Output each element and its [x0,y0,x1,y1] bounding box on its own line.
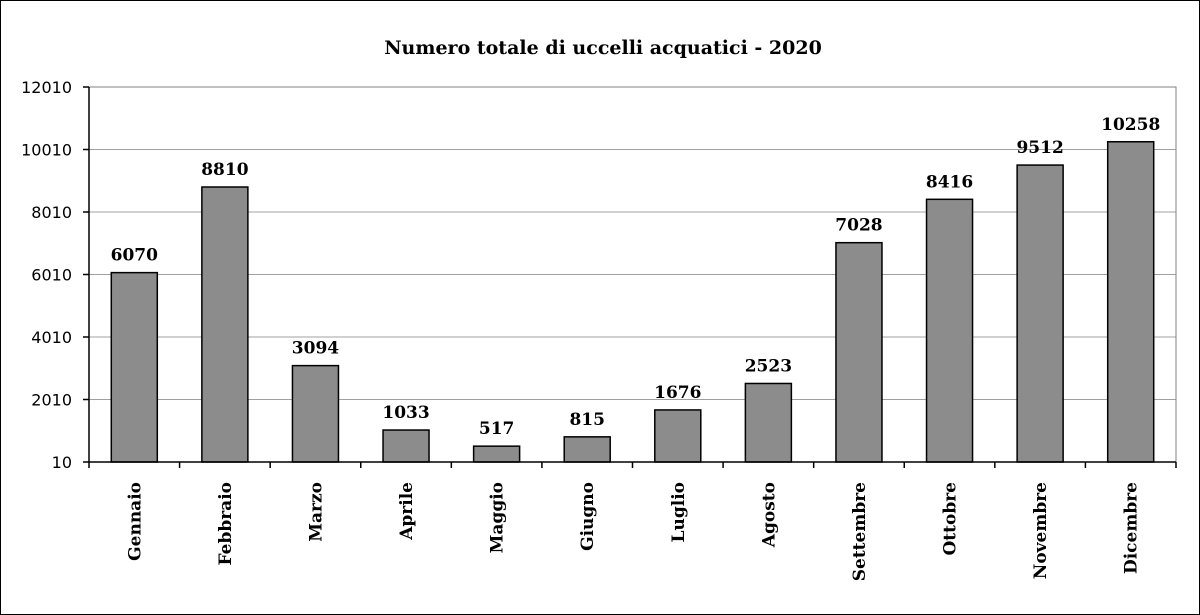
data-label: 10258 [1101,115,1160,135]
x-tick-label-agosto: Agosto [759,482,779,548]
y-tick-label: 8010 [31,203,72,222]
x-tick-label-ottobre: Ottobre [941,482,961,556]
bar-gennaio [110,271,159,463]
y-axis-labels: 10 2010 4010 6010 8010 10010 12010 [21,78,72,472]
x-tick-label-novembre: Novembre [1031,482,1051,579]
x-tick-label-luglio: Luglio [669,482,689,542]
x-tick-label-gennaio: Gennaio [125,482,145,561]
bar-febbraio [201,186,249,463]
bar-aprile [382,429,430,463]
y-tick-label: 2010 [31,391,72,410]
x-tick-label-marzo: Marzo [306,482,326,542]
x-tick-label-giugno: Giugno [578,482,598,551]
data-label: 2523 [745,356,792,376]
y-tick-label: 10010 [21,141,72,160]
data-label: 6070 [111,246,158,266]
data-label: 9512 [1016,138,1063,158]
x-tick-label-dicembre: Dicembre [1122,482,1142,574]
data-label: 1033 [382,403,429,423]
y-tick-label: 10 [52,453,72,472]
bar-luglio [654,409,702,463]
bar-agosto [744,382,793,463]
bar-marzo [291,364,340,463]
y-tick-label: 12010 [21,78,72,97]
axes [83,86,1177,468]
gridlines [89,86,1176,400]
chart-title: Numero totale di uccelli acquatici - 202… [384,37,822,59]
data-labels: 6070 8810 3094 1033 517 815 1676 2523 7028 8416 95… [111,115,1161,439]
data-label: 7028 [835,216,882,236]
x-tick-label-aprile: Aprile [397,482,417,541]
x-axis-labels: Gennaio Febbraio Marzo Aprile Maggio Giugno Lu… [125,482,1141,581]
bar-maggio [472,445,521,463]
data-label: 815 [569,410,605,430]
x-tick-label-settembre: Settembre [850,482,870,581]
data-label: 517 [479,419,515,439]
bar-novembre [1016,164,1064,463]
bar-ottobre [925,198,974,463]
data-label: 8416 [926,172,973,192]
data-label: 3094 [292,339,339,359]
y-tick-label: 4010 [31,328,72,347]
bar-giugno [563,436,611,463]
bar-settembre [835,241,883,463]
bar-dicembre [1106,141,1155,463]
y-tick-label: 6010 [31,266,72,285]
x-tick-label-maggio: Maggio [488,482,508,553]
data-label: 8810 [201,160,248,180]
bars [110,141,1155,463]
x-tick-label-febbraio: Febbraio [216,482,236,566]
data-label: 1676 [654,383,701,403]
